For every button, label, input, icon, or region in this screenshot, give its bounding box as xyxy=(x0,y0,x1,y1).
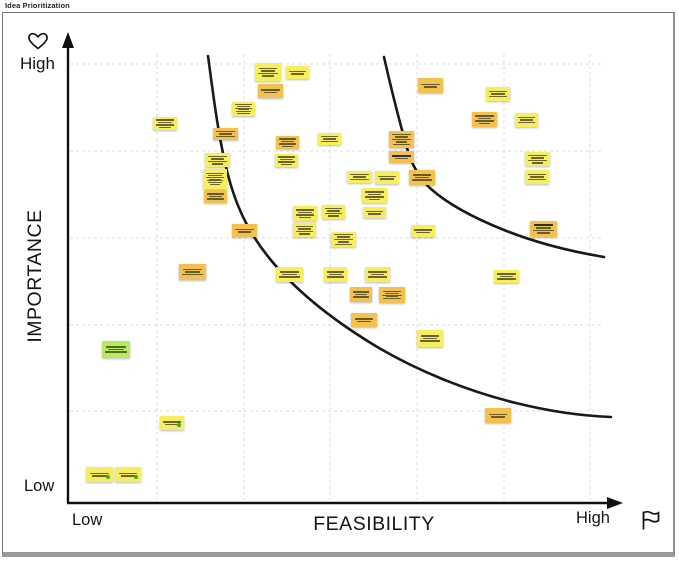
green-tag-dot xyxy=(106,475,110,479)
sticky-note[interactable] xyxy=(375,171,399,184)
sticky-note[interactable] xyxy=(485,408,511,423)
sticky-note[interactable] xyxy=(324,267,347,282)
x-axis-arrowhead xyxy=(607,497,623,509)
sticky-note[interactable] xyxy=(379,287,405,303)
sticky-note[interactable] xyxy=(293,223,316,237)
sticky-note[interactable] xyxy=(409,170,435,185)
y-axis-low-label: Low xyxy=(24,477,55,495)
sticky-note[interactable] xyxy=(418,78,443,93)
sticky-note[interactable] xyxy=(232,224,257,237)
sticky-note[interactable] xyxy=(411,225,435,237)
sticky-note[interactable] xyxy=(350,287,372,302)
sticky-note[interactable] xyxy=(525,170,549,184)
sticky-note[interactable] xyxy=(179,264,206,280)
sticky-note[interactable] xyxy=(515,113,538,127)
sticky-note[interactable] xyxy=(417,330,443,347)
sticky-note[interactable] xyxy=(322,205,345,219)
sticky-note[interactable] xyxy=(530,221,557,237)
sticky-note[interactable] xyxy=(153,117,177,130)
sticky-note[interactable] xyxy=(494,270,519,283)
sticky-note[interactable] xyxy=(365,267,390,282)
green-tag-dot xyxy=(177,423,181,427)
sticky-note[interactable] xyxy=(102,341,130,358)
sticky-note[interactable] xyxy=(255,63,281,81)
y-axis-high-label: High xyxy=(20,54,55,73)
x-axis-low-label: Low xyxy=(72,511,103,529)
sticky-note[interactable] xyxy=(362,188,387,203)
sticky-note[interactable] xyxy=(258,84,283,98)
effort-curve-right xyxy=(382,55,606,259)
sticky-note[interactable] xyxy=(472,112,497,127)
sticky-note[interactable] xyxy=(363,207,386,218)
heart-icon xyxy=(27,31,49,56)
sticky-note[interactable] xyxy=(318,133,341,145)
axes xyxy=(62,32,623,509)
sticky-note[interactable] xyxy=(286,66,309,79)
sticky-note[interactable] xyxy=(232,102,255,116)
sticky-note[interactable] xyxy=(115,467,141,482)
frame-title[interactable]: Idea Prioritization xyxy=(5,1,70,10)
x-axis-high-label: High xyxy=(576,509,610,527)
sticky-note[interactable] xyxy=(486,87,510,101)
sticky-note[interactable] xyxy=(160,416,184,430)
sticky-note[interactable] xyxy=(203,169,227,189)
sticky-note[interactable] xyxy=(331,232,356,247)
green-tag-dot xyxy=(134,475,138,479)
sticky-note[interactable] xyxy=(276,267,303,282)
sticky-note[interactable] xyxy=(389,131,414,148)
sticky-note[interactable] xyxy=(293,206,317,221)
frame-border xyxy=(2,12,675,557)
sticky-note[interactable] xyxy=(86,467,113,482)
y-axis-arrowhead xyxy=(62,32,74,48)
sticky-note[interactable] xyxy=(275,154,298,167)
flag-icon xyxy=(639,508,663,537)
sticky-note[interactable] xyxy=(205,153,230,167)
sticky-note[interactable] xyxy=(276,136,299,149)
sticky-note[interactable] xyxy=(351,313,377,327)
sticky-note[interactable] xyxy=(389,151,414,163)
sticky-note[interactable] xyxy=(347,171,372,183)
sticky-note[interactable] xyxy=(213,128,238,140)
x-axis-title: FEASIBILITY xyxy=(313,513,435,535)
sticky-note[interactable] xyxy=(204,190,227,203)
sticky-note[interactable] xyxy=(525,152,550,166)
